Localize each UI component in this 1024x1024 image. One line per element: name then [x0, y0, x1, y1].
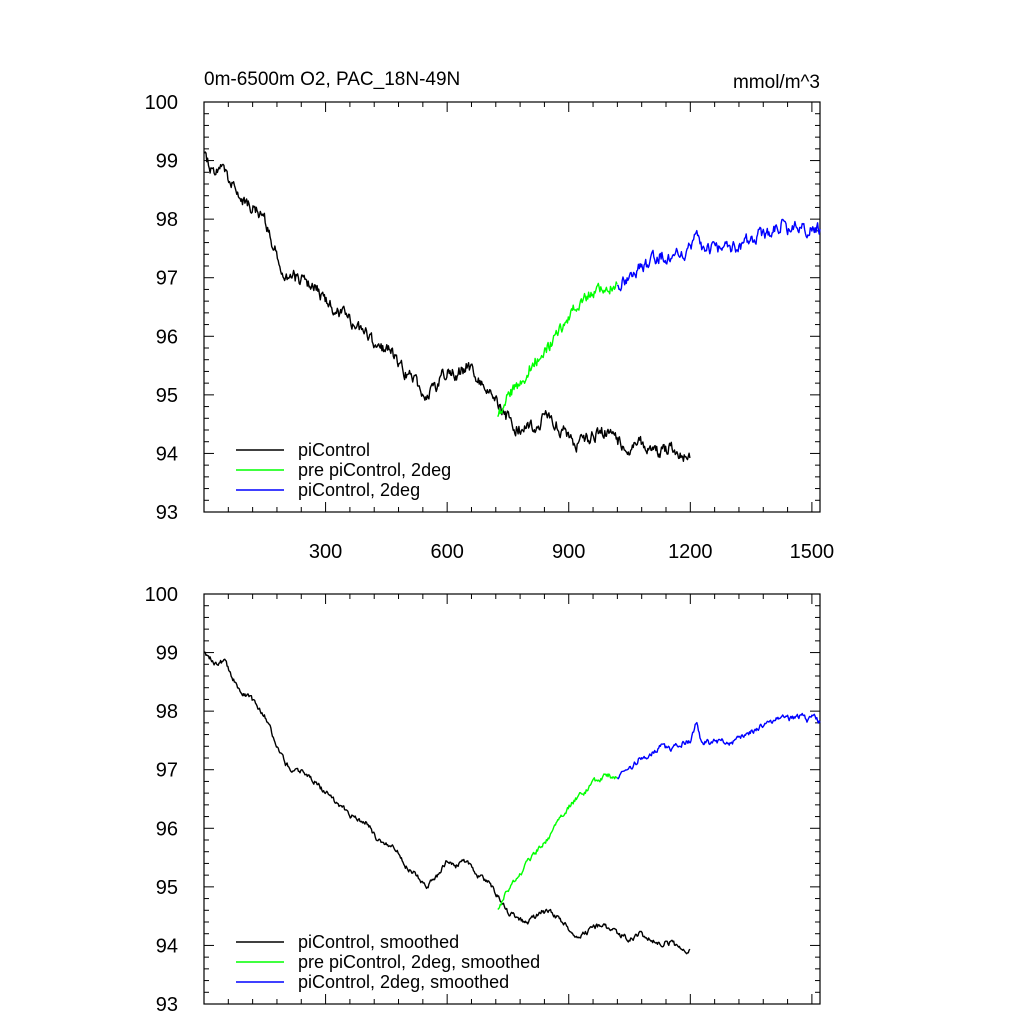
plot-frame [203, 101, 821, 513]
series-line-picontrol [203, 151, 691, 462]
x-tick-label: 300 [309, 541, 342, 563]
y-tick-label: 99 [156, 643, 178, 665]
panel-top: 93 94 95 96 97 98 99 100 300 600 900 1200 1500 0m-650… [145, 69, 835, 563]
y-tick-label: 96 [156, 326, 178, 348]
y-tick-label: 99 [156, 151, 178, 173]
series-line-picontrol-2deg-smoothed [616, 712, 821, 780]
legend-label: piControl [298, 440, 370, 460]
y-tick-label: 93 [156, 502, 178, 524]
y-tick-label: 94 [156, 935, 178, 957]
y-tick-label: 97 [156, 760, 178, 782]
series-line-pre-picontrol-2deg [497, 281, 618, 417]
x-tick-label: 900 [552, 541, 585, 563]
y-tick-label: 93 [156, 994, 178, 1016]
legend-label: piControl, 2deg [298, 480, 420, 500]
series-line-picontrol-smoothed [203, 651, 691, 955]
y-tick-label: 97 [156, 268, 178, 290]
y-tick-label: 100 [145, 92, 178, 114]
y-tick-label: 95 [156, 385, 178, 407]
y-tick-label: 100 [145, 584, 178, 606]
legend-label: piControl, smoothed [298, 932, 459, 952]
series-line-pre-picontrol-2deg-smoothed [497, 773, 618, 910]
plot-frame [203, 593, 821, 1005]
x-tick-label: 1200 [668, 541, 713, 563]
legend-label: pre piControl, 2deg [298, 460, 451, 480]
y-tick-label: 98 [156, 701, 178, 723]
legend-label: piControl, 2deg, smoothed [298, 972, 509, 992]
units-label: mmol/m^3 [733, 72, 820, 93]
x-tick-label: 1500 [790, 541, 835, 563]
legend-label: pre piControl, 2deg, smoothed [298, 952, 540, 972]
y-tick-label: 98 [156, 209, 178, 231]
y-tick-label: 96 [156, 818, 178, 840]
x-tick-label: 600 [430, 541, 463, 563]
panel-bottom: 93 94 95 96 97 98 99 100 piControl, smoothedpre … [145, 584, 821, 1016]
y-tick-label: 95 [156, 877, 178, 899]
chart-title: 0m-6500m O2, PAC_18N-49N [204, 69, 460, 90]
y-tick-label: 94 [156, 443, 178, 465]
series-line-picontrol-2deg [616, 218, 821, 292]
